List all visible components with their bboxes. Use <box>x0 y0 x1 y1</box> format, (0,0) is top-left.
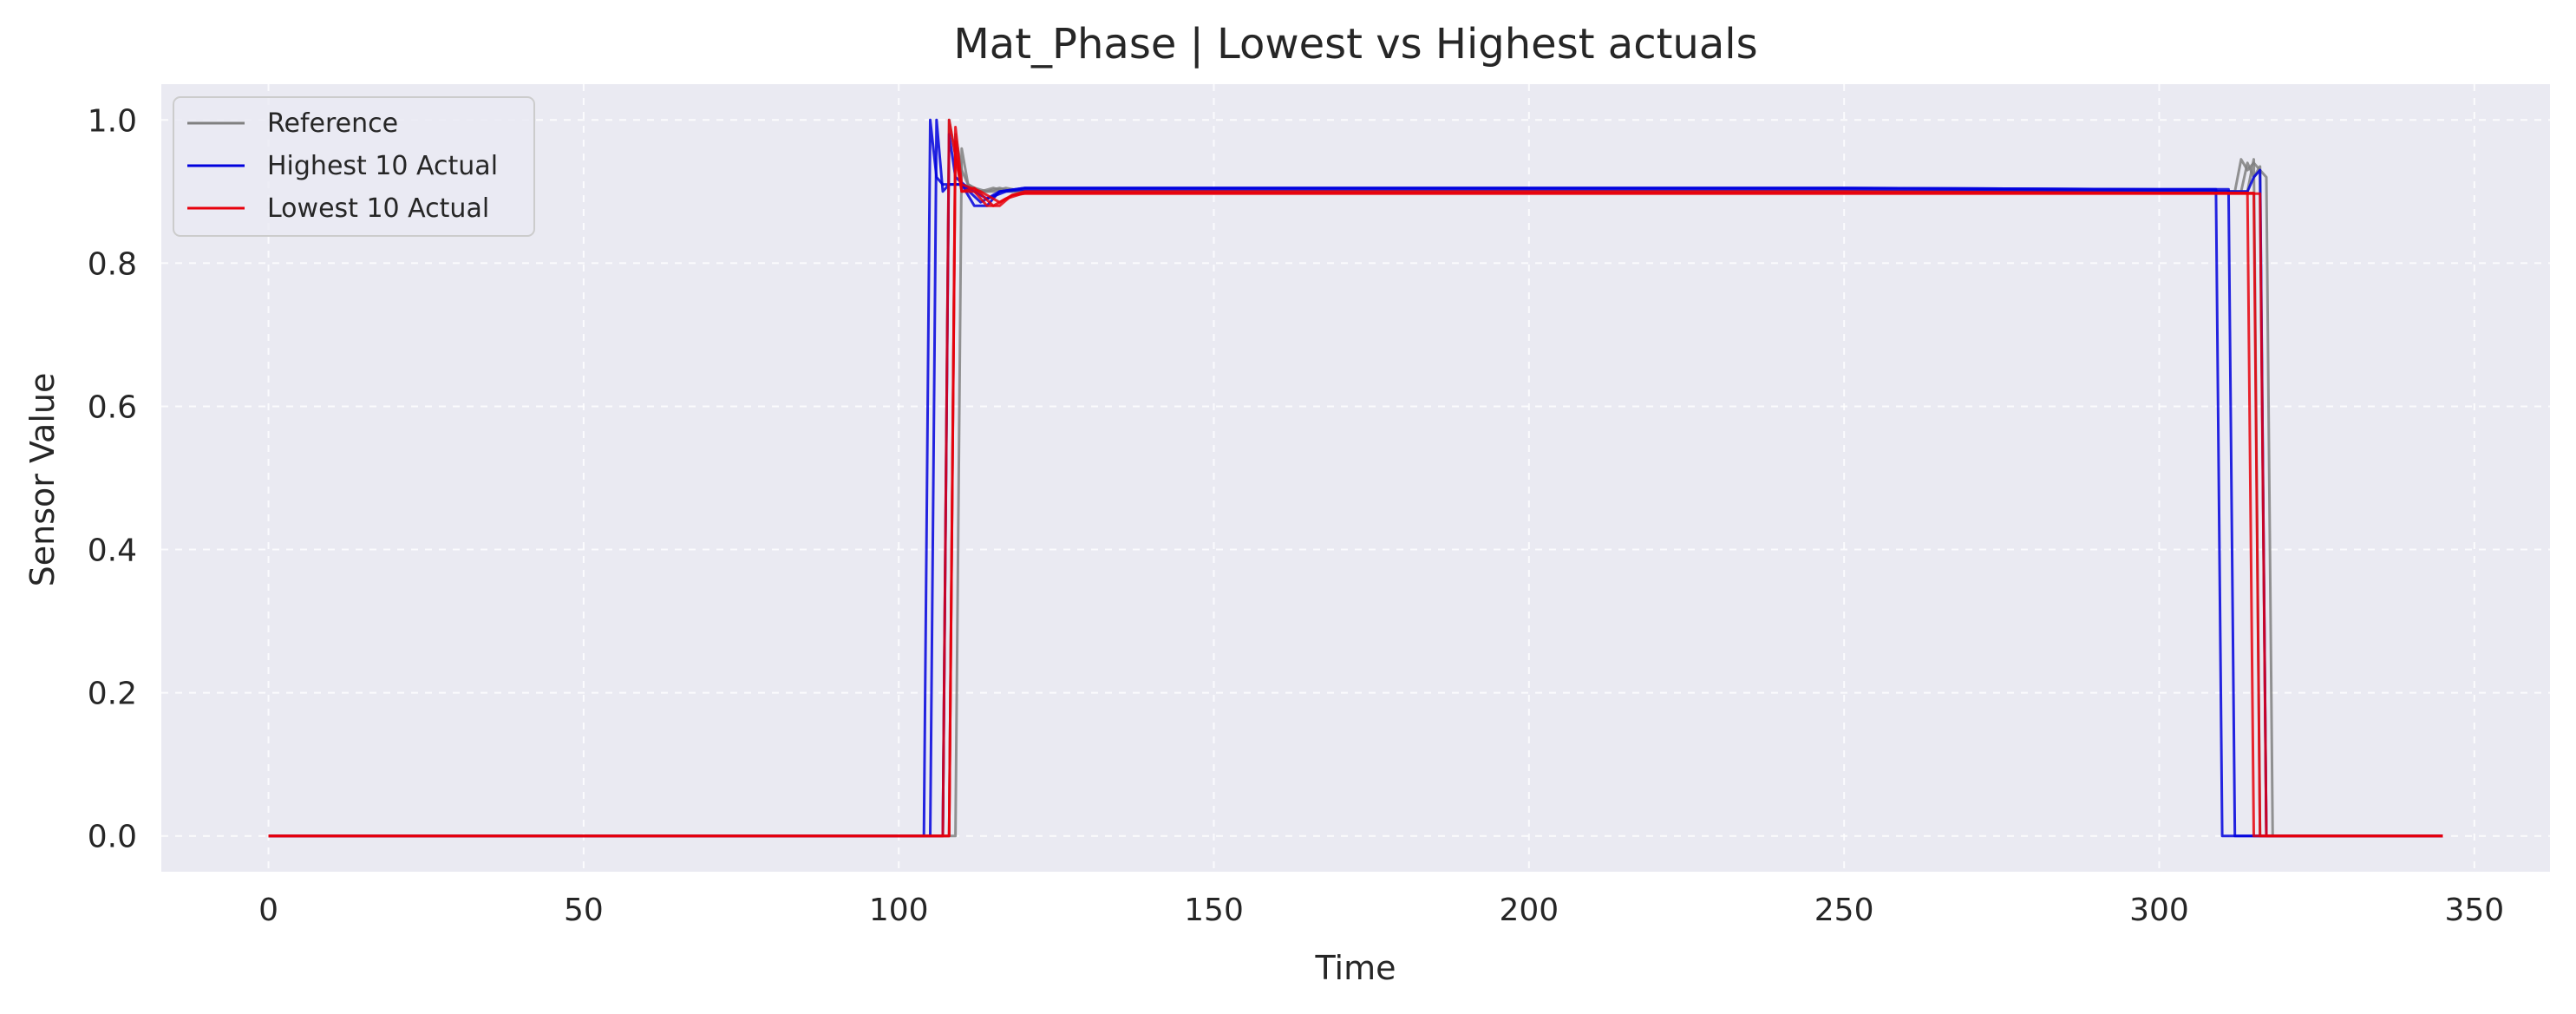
y-tick-label: 0.8 <box>88 246 137 282</box>
reference-legend-label: Reference <box>267 108 398 139</box>
x-tick-label: 350 <box>2444 893 2504 928</box>
x-axis-label: Time <box>1315 949 1396 987</box>
plot-lines <box>268 118 2443 838</box>
x-tick-label: 50 <box>564 893 604 928</box>
legend-box <box>173 96 535 237</box>
legend: Reference Highest 10 Actual Lowest 10 Actu… <box>173 96 535 237</box>
y-tick-label: 1.0 <box>88 103 137 139</box>
lowest-10-actual-legend-label: Lowest 10 Actual <box>267 193 489 224</box>
y-tick-label: 0.0 <box>88 820 137 855</box>
x-tick-label: 300 <box>2129 893 2189 928</box>
y-tick-label: 0.2 <box>88 677 137 712</box>
plot-area <box>161 84 2550 872</box>
x-tick-label: 150 <box>1184 893 1244 928</box>
y-tick-label: 0.6 <box>88 389 137 425</box>
highest-10-actual-line <box>268 133 2443 838</box>
x-axis-ticks: 0 50 100 150 200 250 300 350 <box>258 893 2504 928</box>
y-axis-label: Sensor Value <box>23 373 62 587</box>
x-tick-label: 100 <box>869 893 929 928</box>
highest-10-actual-legend-label: Highest 10 Actual <box>267 151 498 181</box>
chart-title: Mat_Phase | Lowest vs Highest actuals <box>953 20 1757 69</box>
x-tick-label: 200 <box>1499 893 1559 928</box>
y-axis-ticks: 0.0 0.2 0.4 0.6 0.8 1.0 <box>88 103 137 854</box>
x-tick-label: 0 <box>258 893 278 928</box>
grid-lines <box>161 84 2550 872</box>
lowest-10-actual-line <box>268 126 2443 838</box>
y-tick-label: 0.4 <box>88 533 137 569</box>
x-tick-label: 250 <box>1814 893 1874 928</box>
